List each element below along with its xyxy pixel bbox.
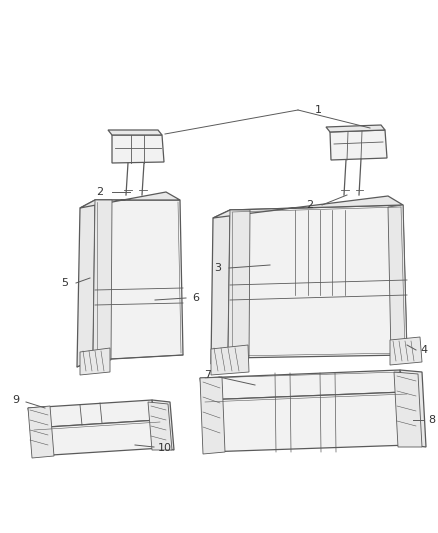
Polygon shape — [80, 192, 180, 208]
Polygon shape — [32, 420, 162, 456]
Polygon shape — [112, 135, 164, 163]
Text: 2: 2 — [307, 200, 314, 210]
Polygon shape — [200, 377, 225, 454]
Polygon shape — [330, 130, 387, 160]
Polygon shape — [152, 400, 174, 450]
Text: 6: 6 — [192, 293, 199, 303]
Polygon shape — [211, 210, 230, 364]
Polygon shape — [93, 200, 183, 360]
Polygon shape — [28, 406, 54, 458]
Polygon shape — [80, 348, 110, 375]
Polygon shape — [390, 337, 422, 365]
Polygon shape — [148, 402, 172, 450]
Polygon shape — [228, 205, 407, 358]
Text: 1: 1 — [314, 105, 321, 115]
Polygon shape — [213, 196, 403, 218]
Polygon shape — [108, 130, 162, 135]
Polygon shape — [326, 125, 385, 132]
Polygon shape — [400, 370, 426, 447]
Polygon shape — [28, 400, 158, 428]
Polygon shape — [228, 210, 250, 358]
Text: 7: 7 — [205, 370, 212, 380]
Polygon shape — [93, 200, 112, 360]
Text: 5: 5 — [61, 278, 68, 288]
Polygon shape — [388, 205, 407, 357]
Polygon shape — [211, 345, 249, 375]
Text: 9: 9 — [12, 395, 20, 405]
Text: 2: 2 — [96, 187, 103, 197]
Text: 3: 3 — [215, 263, 222, 273]
Text: 10: 10 — [158, 443, 172, 453]
Polygon shape — [394, 372, 422, 447]
Polygon shape — [77, 200, 95, 367]
Text: 4: 4 — [420, 345, 427, 355]
Text: 8: 8 — [428, 415, 435, 425]
Polygon shape — [200, 370, 405, 400]
Polygon shape — [203, 392, 410, 452]
